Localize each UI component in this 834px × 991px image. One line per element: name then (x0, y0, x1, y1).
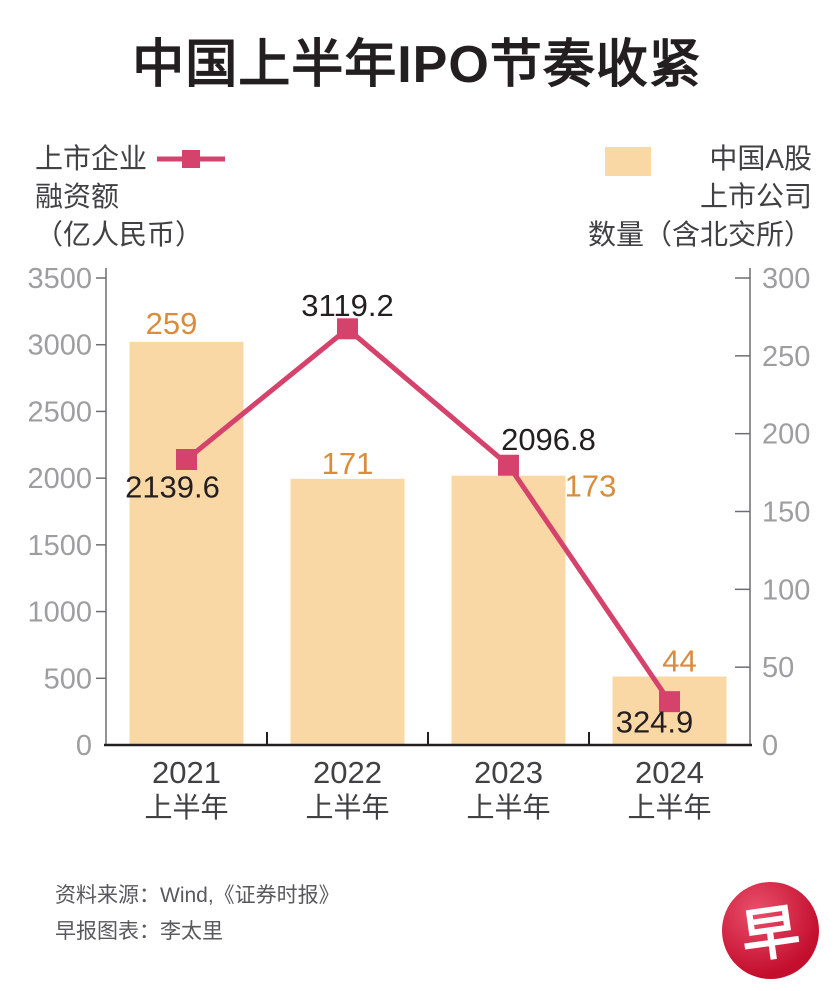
right-axis-tick-label: 200 (762, 419, 810, 451)
category-half: 上半年 (627, 792, 711, 823)
bar-2023 (451, 475, 566, 745)
left-axis-tick-label: 3000 (27, 330, 92, 362)
line-series (176, 318, 680, 713)
category-half: 上半年 (305, 792, 389, 823)
right-axis-tick-label: 100 (762, 574, 810, 606)
left-axis-tick-label: 3500 (27, 263, 92, 295)
left-axis-tick-label: 2500 (27, 396, 92, 428)
line-value-label: 324.9 (616, 705, 694, 740)
bar-2022 (290, 478, 405, 745)
left-axis-tick-label: 1500 (27, 530, 92, 562)
line-marker (337, 318, 358, 340)
category-year: 2022 (313, 755, 382, 790)
footer: 资料来源：Wind,《证券时报》 早报图表：李太里 (55, 878, 340, 950)
legend-bar-label-1: 中国A股 (709, 143, 812, 174)
bar-value-label: 44 (662, 644, 696, 679)
category-half: 上半年 (466, 792, 550, 823)
legend-bar-series: 中国A股 上市公司 数量（含北交所） (588, 140, 812, 254)
legend-line-row: 上市企业 (35, 140, 227, 178)
category-year: 2021 (152, 755, 221, 790)
left-axis-tick-label: 2000 (27, 463, 92, 495)
bars (129, 341, 727, 745)
category-half: 上半年 (144, 792, 228, 823)
line-value-label: 2139.6 (125, 470, 220, 505)
right-axis-tick-label: 250 (762, 341, 810, 373)
line-series-symbol-icon (157, 150, 226, 168)
legend-bar-label-2: 上市公司 (699, 181, 812, 212)
left-axis-tick-label: 0 (76, 730, 92, 762)
legend-line-label-1: 上市企业 (35, 143, 148, 174)
source-note: 资料来源：Wind,《证券时报》 (55, 884, 340, 907)
bar-value-label: 173 (565, 469, 617, 504)
bar-series-swatch-icon (605, 147, 651, 176)
bar-value-label: 171 (322, 446, 374, 481)
right-axis-tick-label: 150 (762, 497, 810, 529)
category-year: 2024 (635, 755, 704, 790)
legend-bar-label-3: 数量（含北交所） (587, 219, 812, 250)
line-marker (176, 449, 197, 471)
data-labels: 259 171 173 44 2139.6 3119.2 2096.8 324.9 (125, 288, 697, 740)
line-marker (498, 454, 519, 476)
chart-title: 中国上半年IPO节奏收紧 (132, 36, 702, 94)
category-year: 2023 (474, 755, 543, 790)
zaobao-logo-glyph: 早 (737, 897, 805, 971)
left-axis-tick-label: 500 (44, 663, 92, 695)
legend-line-label-2: 融资额 (35, 181, 120, 212)
bar-value-label: 259 (146, 306, 198, 341)
left-axis-tick-label: 1000 (27, 597, 92, 629)
bar-2021 (129, 341, 244, 745)
right-axis-tick-label: 300 (762, 263, 810, 295)
zaobao-logo: 早 (722, 882, 819, 979)
legend-line-series: 上市企业 融资额 （亿人民币） (35, 140, 227, 254)
line-value-label: 3119.2 (301, 288, 394, 323)
credit-note: 早报图表：李太里 (55, 920, 223, 943)
axes: 0 500 1000 1500 2000 2500 3000 3500 0 50 100 150 200… (27, 263, 810, 762)
legend-line-label-3: （亿人民币） (35, 219, 204, 250)
right-axis-tick-label: 50 (762, 652, 794, 684)
combo-chart: 0 500 1000 1500 2000 2500 3000 3500 0 50 100 150 200… (27, 263, 810, 823)
right-axis-tick-label: 0 (762, 730, 778, 762)
line-value-label: 2096.8 (501, 422, 596, 457)
line-marker (659, 691, 680, 713)
